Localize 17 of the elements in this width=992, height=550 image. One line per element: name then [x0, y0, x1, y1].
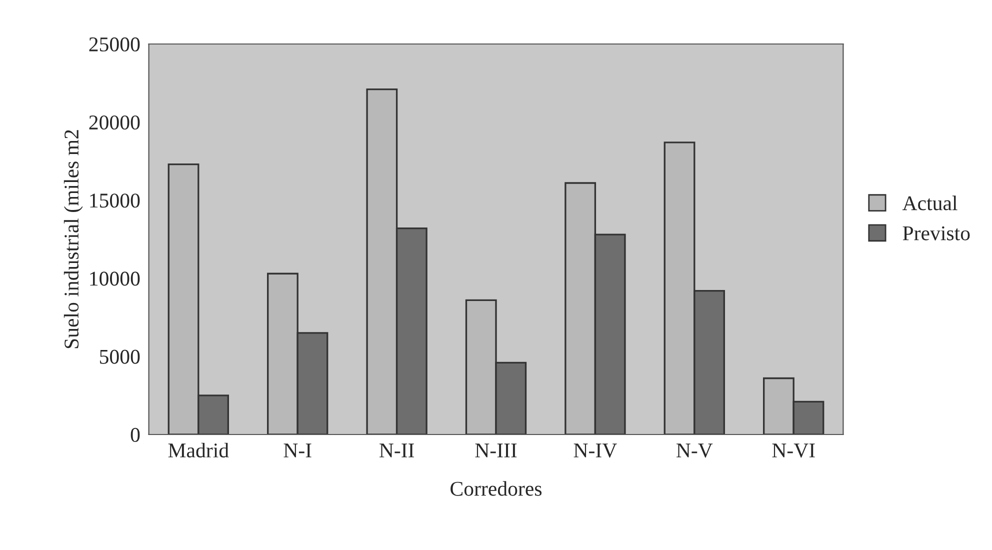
x-tick-label: N-II	[379, 444, 414, 458]
x-tick-label: Madrid	[168, 442, 229, 458]
x-tick-label: N-I	[284, 444, 312, 458]
y-axis-title: Suelo industrial (miles m2	[64, 130, 83, 348]
x-tick-label: N-V	[676, 444, 713, 458]
y-tick-label: 15000	[90, 194, 140, 208]
legend-label: Previsto	[902, 226, 970, 240]
x-tick-label: N-III	[475, 444, 517, 458]
y-tick-label: 20000	[89, 115, 140, 130]
y-tick-label: 25000	[89, 37, 140, 52]
x-tick-label: N-IV	[574, 444, 617, 458]
y-tick-label: 10000	[90, 272, 140, 286]
x-tick-label: N-VI	[772, 444, 815, 458]
y-tick-label: 5000	[100, 350, 140, 364]
legend-label: Actual	[902, 196, 958, 210]
y-tick-label: 0	[130, 428, 140, 442]
x-axis-title: Corredores	[450, 481, 542, 496]
